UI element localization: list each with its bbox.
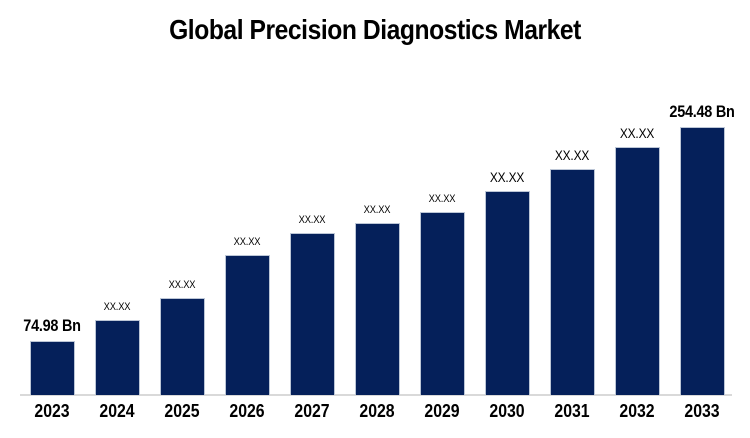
x-axis-line — [20, 394, 732, 396]
bar-value-label-2025: XX.XX — [168, 279, 196, 291]
x-tick-label-2027: 2027 — [294, 401, 330, 421]
bar-2027 — [289, 233, 335, 395]
x-tick-label-2029: 2029 — [424, 401, 460, 421]
bar-2029 — [419, 212, 465, 395]
x-tick-label-2026: 2026 — [229, 401, 265, 421]
bar-value-label-2030: XX.XX — [489, 169, 525, 185]
x-tick-label-2031: 2031 — [554, 401, 590, 421]
x-tick-label-2024: 2024 — [99, 401, 135, 421]
bar-2031 — [549, 169, 595, 395]
bar-2024 — [94, 320, 140, 395]
bar-2032 — [614, 147, 660, 395]
bar-value-label-2028: XX.XX — [363, 204, 391, 216]
bar-value-label-2029: XX.XX — [428, 193, 456, 205]
bar-value-label-2024: XX.XX — [103, 301, 131, 313]
bar-2023 — [29, 341, 75, 395]
x-tick-label-2025: 2025 — [164, 401, 200, 421]
bar-2030 — [484, 191, 530, 395]
x-tick-label-2023: 2023 — [34, 401, 70, 421]
bar-value-label-2032: XX.XX — [619, 125, 655, 141]
x-tick-label-2033: 2033 — [684, 401, 720, 421]
bar-2033 — [679, 127, 725, 395]
x-tick-label-2030: 2030 — [489, 401, 525, 421]
bar-value-label-2033: 254.48 Bn — [669, 102, 735, 121]
x-tick-label-2032: 2032 — [619, 401, 655, 421]
x-tick-label-2028: 2028 — [359, 401, 395, 421]
chart-title: Global Precision Diagnostics Market — [169, 14, 581, 45]
bar-value-label-2023: 74.98 Bn — [23, 316, 81, 335]
bar-value-label-2026: XX.XX — [233, 236, 261, 248]
bar-2028 — [354, 223, 400, 395]
bar-2026 — [224, 255, 270, 395]
bar-2025 — [159, 298, 205, 395]
bar-value-label-2031: XX.XX — [554, 147, 590, 163]
bar-value-label-2027: XX.XX — [298, 214, 326, 226]
